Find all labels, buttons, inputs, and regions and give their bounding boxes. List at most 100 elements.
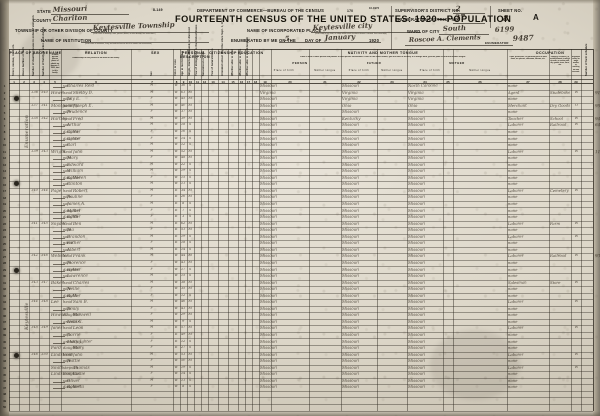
column-vertical-label: Number of dwelling house in order of vis… bbox=[32, 15, 36, 76]
handwritten-entry: F bbox=[150, 194, 154, 199]
handwritten-entry: M bbox=[150, 299, 154, 303]
handwritten-entry: Cemetery bbox=[549, 188, 569, 193]
handwritten-entry: W bbox=[174, 254, 179, 258]
archive-index-number: 938 bbox=[594, 253, 600, 259]
handwritten-entry: none bbox=[507, 96, 518, 101]
handwritten-entry: M bbox=[150, 161, 154, 166]
nativity-col-label: Place of birth bbox=[348, 69, 370, 72]
enumeration-district-label: ENUMERATION DISTRICT NO. bbox=[395, 17, 460, 22]
row-number: 45 bbox=[2, 372, 7, 377]
handwritten-entry: M bbox=[188, 97, 193, 101]
column-group-header: PLACE OF ABODE bbox=[9, 50, 49, 55]
handwritten-entry: Missouri bbox=[259, 161, 278, 167]
handwritten-entry: Missouri bbox=[259, 115, 278, 121]
handwritten-entry: none bbox=[507, 273, 518, 278]
handwritten-entry: S bbox=[189, 142, 192, 147]
handwritten-entry: Missouri bbox=[259, 200, 278, 206]
row-number: 26 bbox=[2, 248, 7, 253]
handwritten-entry: F bbox=[150, 338, 154, 343]
row-number: 17 bbox=[2, 189, 7, 194]
handwritten-entry: M bbox=[188, 306, 193, 310]
handwritten-entry: Missouri bbox=[259, 95, 278, 102]
handwritten-entry: Ohio bbox=[341, 102, 352, 108]
handwritten-entry: W bbox=[174, 313, 179, 317]
handwritten-entry: Laborer bbox=[507, 364, 524, 370]
handwritten-entry: 11 bbox=[181, 182, 186, 186]
handwritten-entry: Merchant bbox=[507, 102, 527, 108]
row-number: 19 bbox=[2, 202, 7, 207]
handwritten-entry: Missouri bbox=[407, 370, 426, 377]
handwritten-entry: 141 bbox=[30, 221, 38, 225]
handwritten-entry: head bbox=[62, 325, 72, 331]
handwritten-entry: B bbox=[175, 201, 178, 205]
handwritten-entry: none bbox=[507, 109, 518, 115]
column-number: 10 bbox=[188, 79, 193, 84]
handwritten-entry: daughter bbox=[62, 292, 81, 298]
punch-hole bbox=[14, 96, 19, 101]
handwritten-entry: B bbox=[175, 339, 178, 343]
handwritten-entry: S bbox=[189, 372, 192, 376]
handwritten-entry: 27 bbox=[181, 345, 186, 350]
handwritten-entry: head bbox=[62, 89, 72, 95]
ditto-dash bbox=[53, 231, 65, 232]
column-number: 28 bbox=[558, 79, 562, 84]
handwritten-entry: 144 bbox=[30, 300, 38, 304]
township-rule bbox=[91, 32, 209, 33]
handwritten-entry: Missouri bbox=[259, 331, 278, 337]
handwritten-entry: Missouri bbox=[341, 279, 360, 285]
ward-extra: 6199 bbox=[494, 24, 515, 34]
grid-line bbox=[29, 49, 30, 411]
handwritten-entry: W bbox=[174, 378, 179, 382]
handwritten-entry: Missouri bbox=[259, 148, 278, 154]
department-line: DEPARTMENT OF COMMERCE—BUREAU OF THE CEN… bbox=[197, 8, 325, 13]
handwritten-entry: Missouri bbox=[259, 233, 278, 239]
right-film-edge bbox=[593, 0, 600, 416]
ditto-dash bbox=[53, 277, 65, 278]
handwritten-entry: Missouri bbox=[259, 279, 278, 285]
sheet-header: STATE Missouri COUNTY Chariton TOWNSHIP … bbox=[9, 3, 593, 50]
handwritten-entry: Missouri bbox=[341, 325, 360, 331]
handwritten-entry: S bbox=[189, 234, 192, 238]
handwritten-entry: son bbox=[62, 233, 70, 239]
handwritten-entry: W bbox=[574, 149, 578, 153]
handwritten-entry: M bbox=[188, 103, 193, 107]
handwritten-entry: S bbox=[189, 214, 192, 219]
incorporated-note: (Insert name of city, town, or village w… bbox=[315, 32, 388, 35]
handwritten-entry: M bbox=[188, 156, 193, 160]
handwritten-entry: none bbox=[507, 378, 518, 383]
incorporated-place-label: NAME OF INCORPORATED PLACE bbox=[247, 28, 322, 33]
handwritten-entry: 14 bbox=[181, 136, 186, 140]
row-number: 44 bbox=[2, 365, 7, 370]
handwritten-entry: none bbox=[507, 305, 518, 311]
grid-line bbox=[407, 49, 408, 411]
row-number: 21 bbox=[2, 215, 7, 220]
enumerated-rule bbox=[279, 42, 381, 43]
handwritten-entry: 140 bbox=[40, 90, 48, 94]
handwritten-entry: M bbox=[150, 279, 154, 284]
grid-line bbox=[187, 49, 188, 411]
handwritten-entry: Virginia bbox=[341, 89, 358, 95]
handwritten-entry: Missouri bbox=[259, 187, 278, 193]
handwritten-entry: 142 bbox=[40, 116, 48, 120]
handwritten-entry: B bbox=[175, 221, 178, 225]
handwritten-entry: Missouri bbox=[259, 246, 278, 252]
handwritten-entry: head bbox=[62, 351, 72, 357]
row-number: 14 bbox=[2, 169, 7, 174]
handwritten-entry: 26 bbox=[181, 195, 186, 199]
grid-line bbox=[39, 49, 40, 411]
handwritten-entry: Missouri bbox=[259, 154, 278, 161]
column-vertical-label: Year of naturalization bbox=[210, 48, 214, 76]
handwritten-entry: 145 bbox=[40, 221, 48, 225]
handwritten-entry: 51 bbox=[181, 228, 186, 232]
handwritten-entry: S bbox=[189, 182, 192, 186]
handwritten-entry: F bbox=[150, 207, 154, 212]
column-vertical-label: Color or race bbox=[174, 59, 178, 76]
enumeration-rule bbox=[453, 23, 485, 24]
handwritten-entry: North Carolina bbox=[407, 82, 438, 88]
grid-line bbox=[453, 49, 454, 411]
handwritten-entry: W bbox=[174, 136, 179, 140]
row-number: 43 bbox=[2, 359, 7, 364]
column-number: 2 bbox=[23, 79, 25, 84]
handwritten-entry: none bbox=[507, 384, 518, 390]
handwritten-entry: F bbox=[150, 129, 154, 133]
